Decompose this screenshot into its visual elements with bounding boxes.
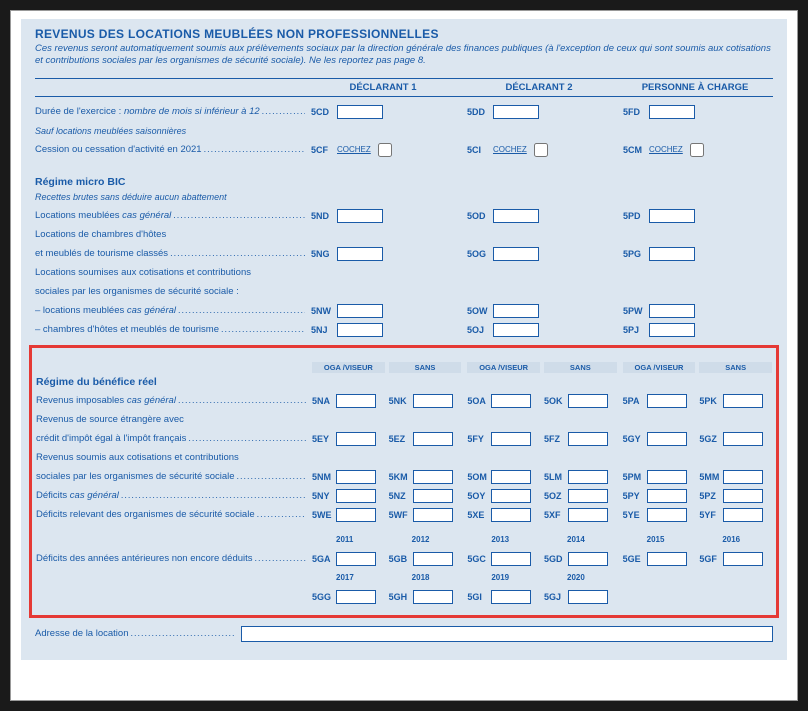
input-5we[interactable]: [336, 508, 376, 522]
section-title: REVENUS DES LOCATIONS MEUBLÉES NON PROFE…: [35, 27, 773, 41]
input-5gb[interactable]: [413, 552, 453, 566]
checkbox-5cm[interactable]: [690, 143, 704, 157]
input-5og[interactable]: [493, 247, 539, 261]
input-5ge[interactable]: [647, 552, 687, 566]
form-panel: REVENUS DES LOCATIONS MEUBLÉES NON PROFE…: [21, 19, 787, 660]
input-5nz[interactable]: [413, 489, 453, 503]
input-5od[interactable]: [493, 209, 539, 223]
input-5nd[interactable]: [337, 209, 383, 223]
input-5ng[interactable]: [337, 247, 383, 261]
benefice-reel-highlight: OGA /VISEURSANS OGA /VISEURSANS OGA /VIS…: [29, 345, 779, 618]
input-5wf[interactable]: [413, 508, 453, 522]
input-5ny[interactable]: [336, 489, 376, 503]
row-duree: Durée de l'exercice : nombre de mois si …: [35, 103, 773, 121]
header-personne: PERSONNE À CHARGE: [617, 82, 773, 93]
input-5fy[interactable]: [491, 432, 531, 446]
input-5ok[interactable]: [568, 394, 608, 408]
input-5gd[interactable]: [568, 552, 608, 566]
input-5gh[interactable]: [413, 590, 453, 604]
checkbox-5cf[interactable]: [378, 143, 392, 157]
input-5oy[interactable]: [491, 489, 531, 503]
input-5pz[interactable]: [723, 489, 763, 503]
input-5gj[interactable]: [568, 590, 608, 604]
input-5nk[interactable]: [413, 394, 453, 408]
input-5ey[interactable]: [336, 432, 376, 446]
input-5ga[interactable]: [336, 552, 376, 566]
input-5ez[interactable]: [413, 432, 453, 446]
row-cession: Cession ou cessation d'activité en 2021 …: [35, 141, 773, 159]
input-5nw[interactable]: [337, 304, 383, 318]
input-5gi[interactable]: [491, 590, 531, 604]
header-declarant2: DÉCLARANT 2: [461, 82, 617, 93]
column-headers: DÉCLARANT 1 DÉCLARANT 2 PERSONNE À CHARG…: [35, 78, 773, 97]
input-5pg[interactable]: [649, 247, 695, 261]
input-5gy[interactable]: [647, 432, 687, 446]
input-5pd[interactable]: [649, 209, 695, 223]
input-5xe[interactable]: [491, 508, 531, 522]
row-address: Adresse de la location: [35, 626, 773, 642]
input-5nj[interactable]: [337, 323, 383, 337]
input-5xf[interactable]: [568, 508, 608, 522]
label-duree: Durée de l'exercice : nombre de mois si …: [35, 106, 305, 117]
label-duree-sub: Sauf locations meublées saisonnières: [35, 126, 305, 136]
input-5nm[interactable]: [336, 470, 376, 484]
input-5pj[interactable]: [649, 323, 695, 337]
input-5ow[interactable]: [493, 304, 539, 318]
input-5pk[interactable]: [723, 394, 763, 408]
input-5ye[interactable]: [647, 508, 687, 522]
input-5km[interactable]: [413, 470, 453, 484]
input-5pw[interactable]: [649, 304, 695, 318]
input-5lm[interactable]: [568, 470, 608, 484]
input-address[interactable]: [241, 626, 773, 642]
header-declarant1: DÉCLARANT 1: [305, 82, 461, 93]
input-5fd[interactable]: [649, 105, 695, 119]
input-5oz[interactable]: [568, 489, 608, 503]
input-5gz[interactable]: [723, 432, 763, 446]
input-5gc[interactable]: [491, 552, 531, 566]
input-5pa[interactable]: [647, 394, 687, 408]
input-5cd[interactable]: [337, 105, 383, 119]
section-subtitle: Ces revenus seront automatiquement soumi…: [35, 43, 773, 68]
checkbox-5ci[interactable]: [534, 143, 548, 157]
input-5oa[interactable]: [491, 394, 531, 408]
input-5dd[interactable]: [493, 105, 539, 119]
micro-bic-heading: Régime micro BIC: [35, 176, 773, 188]
pdf-page: REVENUS DES LOCATIONS MEUBLÉES NON PROFE…: [10, 10, 798, 701]
input-5fz[interactable]: [568, 432, 608, 446]
input-5pm[interactable]: [647, 470, 687, 484]
input-5om[interactable]: [491, 470, 531, 484]
label-address: Adresse de la location: [35, 628, 235, 639]
input-5py[interactable]: [647, 489, 687, 503]
input-5gf[interactable]: [723, 552, 763, 566]
input-5yf[interactable]: [723, 508, 763, 522]
input-5oj[interactable]: [493, 323, 539, 337]
input-5na[interactable]: [336, 394, 376, 408]
label-cession: Cession ou cessation d'activité en 2021: [35, 144, 305, 155]
input-5gg[interactable]: [336, 590, 376, 604]
input-5mm[interactable]: [723, 470, 763, 484]
